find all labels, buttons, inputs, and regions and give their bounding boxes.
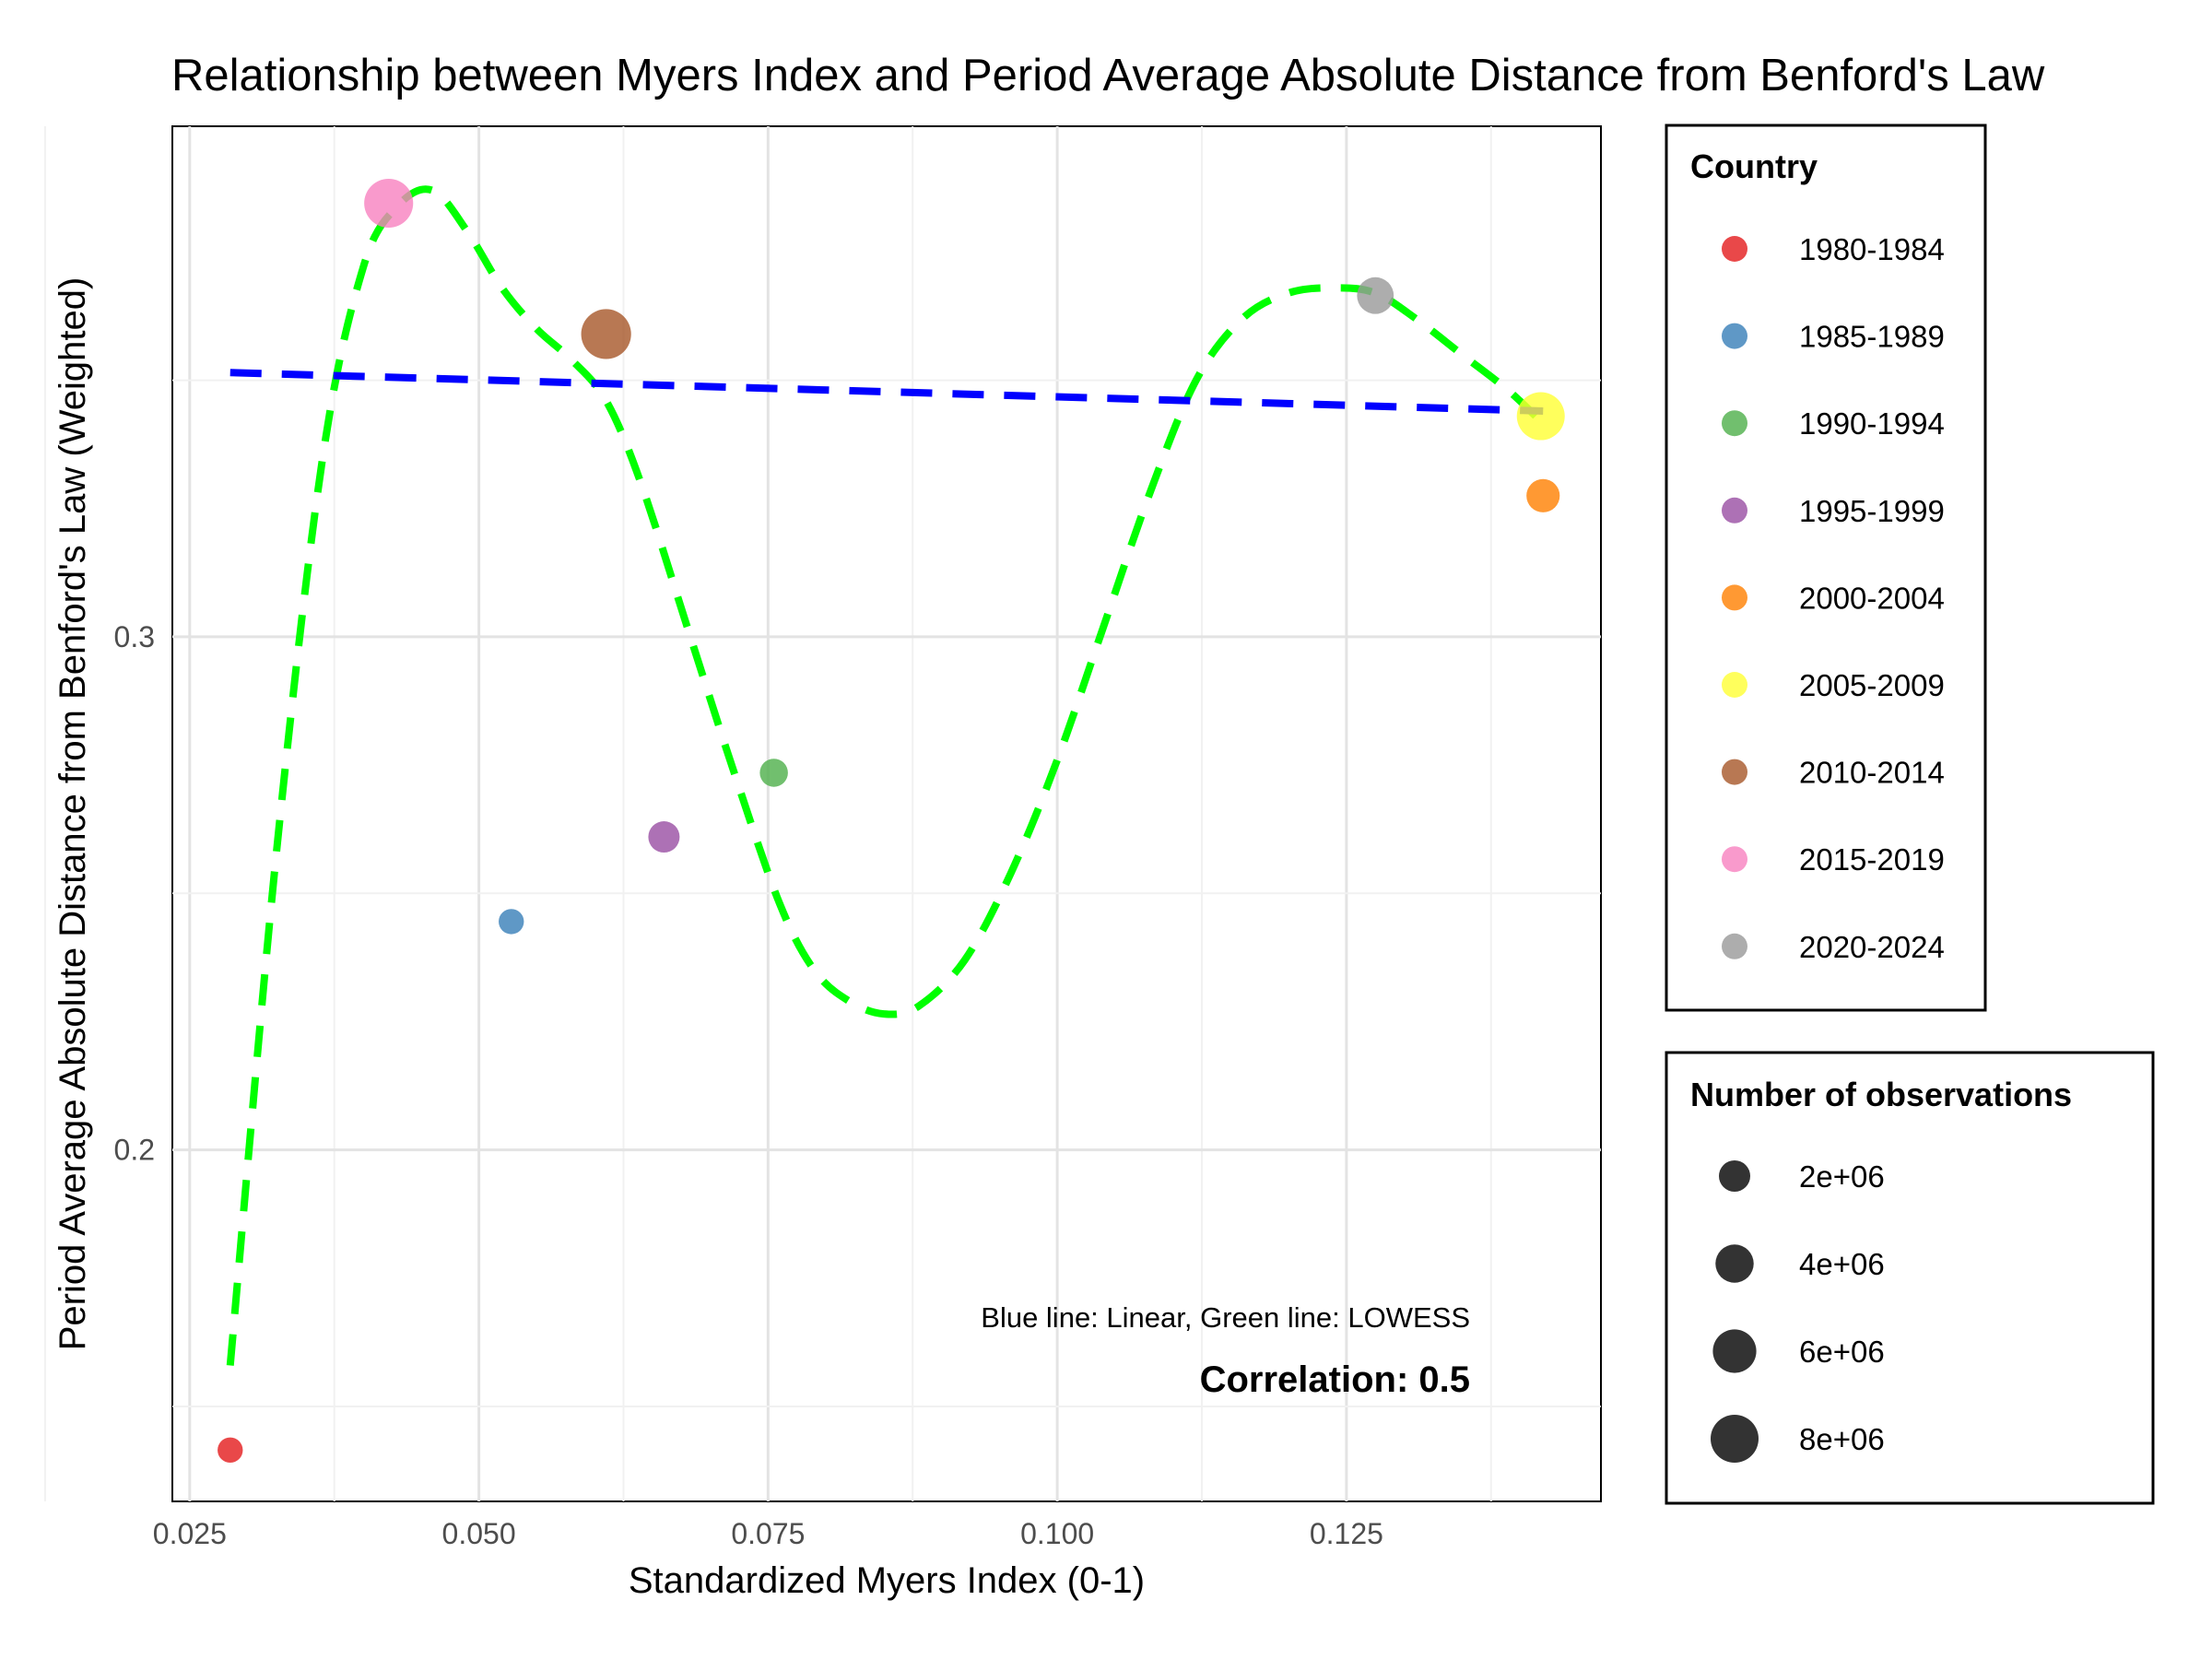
y-axis-ticks: 0.2 0.3 — [114, 620, 155, 1167]
size-legend-label: 8e+06 — [1799, 1422, 1885, 1456]
gridlines — [43, 126, 1601, 1501]
size-legend-circle — [1719, 1160, 1750, 1192]
legend-swatch — [1722, 846, 1747, 873]
size-legend-label: 6e+06 — [1799, 1335, 1885, 1369]
y-tick-label: 0.2 — [114, 1134, 155, 1167]
x-tick-label: 0.100 — [1020, 1517, 1094, 1550]
y-tick-label: 0.3 — [114, 620, 155, 653]
legend-swatch — [1722, 759, 1747, 785]
lowess-fit-line — [226, 185, 1544, 1366]
color-legend-frame — [1665, 124, 1987, 1012]
chart-title: Relationship between Myers Index and Per… — [171, 51, 2045, 100]
x-tick-label: 0.025 — [153, 1517, 227, 1550]
legend-label: 1980-1984 — [1799, 232, 1945, 266]
legend-label: 2020-2024 — [1799, 930, 1945, 964]
legend-swatch — [1722, 497, 1747, 524]
size-legend: Number of observations 2e+06 4e+06 6e+06 8e… — [1665, 1051, 2155, 1505]
legend-label: 2010-2014 — [1799, 756, 1945, 790]
data-point-2020-2024 — [1357, 276, 1394, 314]
size-legend-items: 2e+06 4e+06 6e+06 8e+06 — [1711, 1159, 1885, 1463]
fit-lines — [226, 185, 1544, 1366]
data-point-1995-1999 — [648, 821, 680, 853]
data-point-2000-2004 — [1526, 478, 1560, 512]
fit-note-annotation: Blue line: Linear, Green line: LOWESS — [981, 1301, 1470, 1334]
legend-swatch — [1722, 672, 1747, 698]
legend-swatch — [1722, 323, 1747, 349]
size-legend-circle — [1715, 1244, 1754, 1283]
size-legend-title: Number of observations — [1690, 1076, 2072, 1113]
legend-swatch — [1722, 410, 1747, 437]
x-axis-ticks: 0.025 0.050 0.075 0.100 0.125 — [153, 1517, 1383, 1550]
legend-label: 2005-2009 — [1799, 668, 1945, 702]
legend-label: 1995-1999 — [1799, 494, 1945, 528]
legend-label: 2000-2004 — [1799, 581, 1945, 615]
size-legend-circle — [1711, 1415, 1759, 1463]
correlation-annotation: Correlation: 0.5 — [1200, 1359, 1470, 1400]
x-tick-label: 0.075 — [731, 1517, 805, 1550]
linear-fit-line — [229, 369, 1544, 415]
plot-frame — [171, 125, 1602, 1502]
legend-swatch — [1722, 236, 1747, 262]
data-point-1985-1989 — [499, 909, 524, 935]
size-legend-label: 4e+06 — [1799, 1247, 1885, 1281]
legend-swatch — [1722, 933, 1747, 959]
data-points — [218, 178, 1565, 1464]
data-point-1980-1984 — [218, 1437, 243, 1464]
data-point-2015-2019 — [364, 178, 414, 229]
data-point-1990-1994 — [759, 759, 788, 787]
x-tick-label: 0.125 — [1310, 1517, 1383, 1550]
legend-label: 2015-2019 — [1799, 842, 1945, 877]
color-legend-items: 1980-1984 1985-1989 1990-1994 1995-1999 2000… — [1722, 232, 1945, 964]
color-legend: Country 1980-1984 1985-1989 1990-1994 1995-… — [1665, 124, 1987, 1012]
legend-swatch — [1722, 584, 1747, 611]
color-legend-title: Country — [1690, 147, 1818, 185]
x-tick-label: 0.050 — [442, 1517, 516, 1550]
legend-label: 1985-1989 — [1799, 320, 1945, 354]
data-point-2005-2009 — [1516, 392, 1565, 441]
size-legend-circle — [1712, 1329, 1757, 1373]
size-legend-label: 2e+06 — [1799, 1159, 1885, 1194]
data-point-2010-2014 — [581, 309, 631, 359]
legend-label: 1990-1994 — [1799, 406, 1945, 441]
annotations: Blue line: Linear, Green line: LOWESS Co… — [981, 1301, 1470, 1400]
y-axis-title: Period Average Absolute Distance from Be… — [53, 277, 93, 1351]
x-axis-title: Standardized Myers Index (0-1) — [629, 1560, 1145, 1601]
plot-area: Blue line: Linear, Green line: LOWESS Co… — [43, 125, 1602, 1502]
